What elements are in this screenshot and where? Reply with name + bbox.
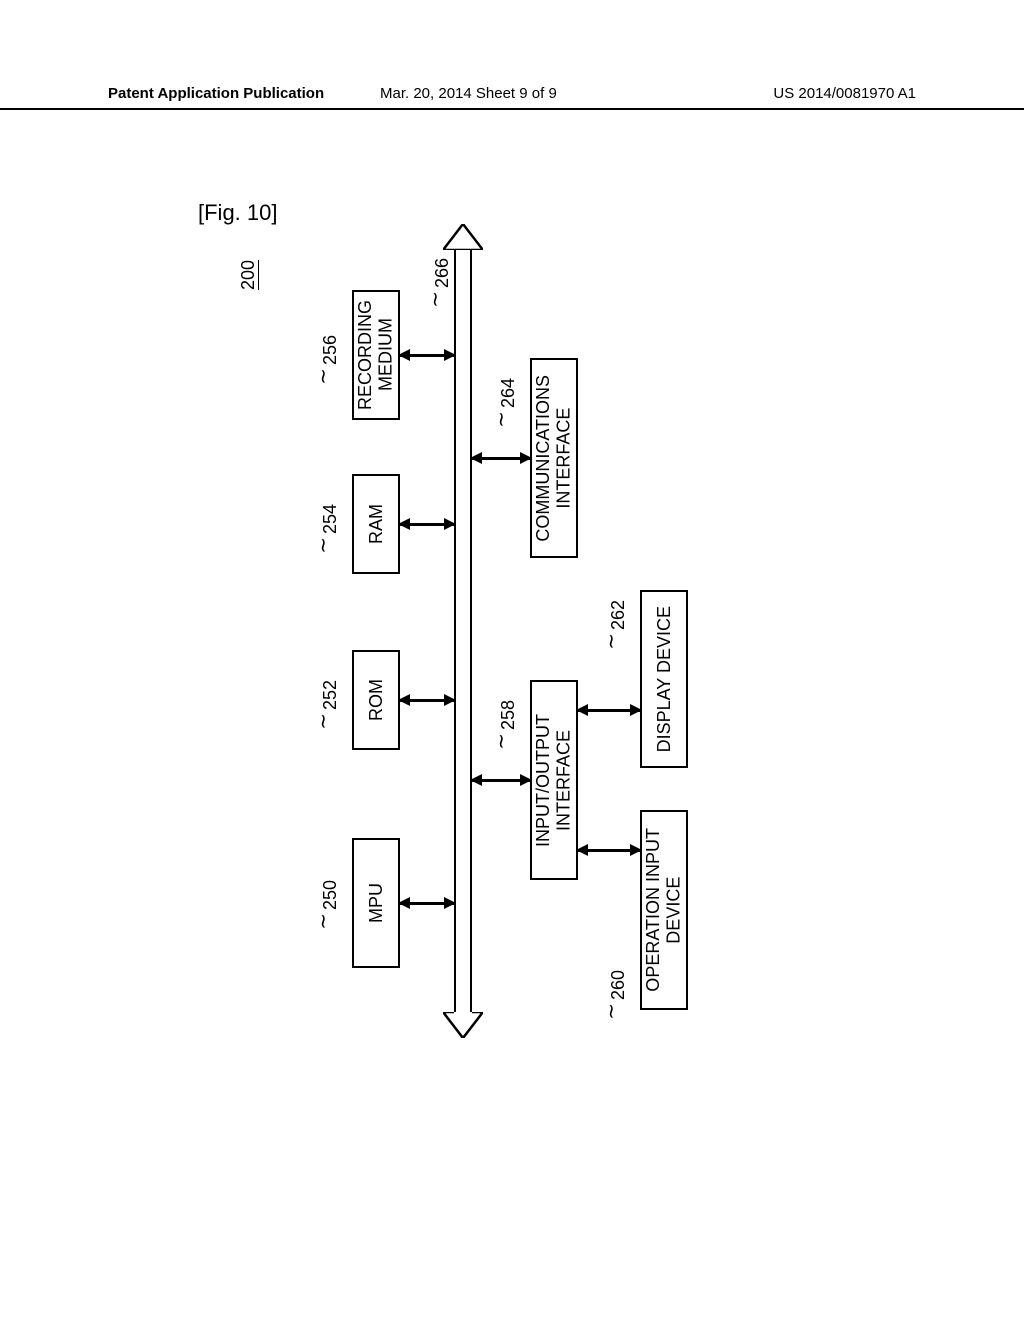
block-mpu: MPU [352, 838, 400, 968]
block-rom-label: ROM [366, 679, 387, 721]
conn-rom-bus-arrow-right-icon [444, 694, 456, 706]
conn-bus-comm-arrow-right-icon [520, 452, 532, 464]
ref-ioif-tilde-icon: ∼ [489, 733, 514, 750]
header-pubnum: US 2014/0081970 A1 [773, 85, 916, 102]
ref-comm-interface: 264 [498, 378, 519, 408]
ref-ram-tilde-icon: ∼ [311, 537, 336, 554]
conn-rec-bus-arrow-right-icon [444, 349, 456, 361]
block-ram: RAM [352, 474, 400, 574]
block-io-interface: INPUT/OUTPUT INTERFACE [530, 680, 578, 880]
system-ref: 200 [238, 260, 259, 290]
conn-ioif-disp-arrow-left-icon [576, 704, 588, 716]
page-header: Patent Application Publication Mar. 20, … [0, 84, 1024, 110]
block-io-interface-label: INPUT/OUTPUT INTERFACE [533, 714, 574, 847]
conn-ioif-disp-arrow-right-icon [630, 704, 642, 716]
ref-opin-tilde-icon: ∼ [599, 1003, 624, 1020]
conn-ram-bus-arrow-right-icon [444, 518, 456, 530]
conn-ram-bus-arrow-left-icon [398, 518, 410, 530]
block-operation-input-device-label: OPERATION INPUT DEVICE [643, 828, 684, 992]
conn-rec-bus-arrow-left-icon [398, 349, 410, 361]
ref-ram: 254 [320, 504, 341, 534]
bus-ref-tilde-icon: ∼ [423, 291, 448, 308]
conn-bus-ioif-arrow-right-icon [520, 774, 532, 786]
conn-ioif-opin-arrow-right-icon [630, 844, 642, 856]
page: Patent Application Publication Mar. 20, … [0, 0, 1024, 1320]
block-display-device: DISPLAY DEVICE [640, 590, 688, 768]
ref-disp-tilde-icon: ∼ [599, 633, 624, 650]
ref-display-device: 262 [608, 600, 629, 630]
block-ram-label: RAM [366, 504, 387, 544]
block-recording-medium-label: RECORDING MEDIUM [355, 300, 396, 410]
ref-rec-tilde-icon: ∼ [311, 368, 336, 385]
conn-mpu-bus-arrow-right-icon [444, 897, 456, 909]
ref-mpu-tilde-icon: ∼ [311, 913, 336, 930]
conn-bus-ioif-arrow-left-icon [470, 774, 482, 786]
bus-mask-top [454, 244, 472, 248]
conn-mpu-bus-arrow-left-icon [398, 897, 410, 909]
ref-rom: 252 [320, 680, 341, 710]
conn-ioif-opin-arrow-left-icon [576, 844, 588, 856]
ref-io-interface: 258 [498, 700, 519, 730]
block-comm-interface-label: COMMUNICATIONS INTERFACE [533, 375, 574, 542]
ref-recording-medium: 256 [320, 335, 341, 365]
conn-rom-bus-arrow-left-icon [398, 694, 410, 706]
bus-mask-bottom [454, 1012, 472, 1018]
ref-mpu: 250 [320, 880, 341, 910]
figure-label: [Fig. 10] [198, 200, 277, 226]
block-rom: ROM [352, 650, 400, 750]
ref-comm-tilde-icon: ∼ [489, 411, 514, 428]
bus-ref: 266 [432, 258, 453, 288]
block-display-device-label: DISPLAY DEVICE [654, 606, 675, 752]
ref-rom-tilde-icon: ∼ [311, 713, 336, 730]
block-mpu-label: MPU [366, 883, 387, 923]
block-comm-interface: COMMUNICATIONS INTERFACE [530, 358, 578, 558]
header-publication: Patent Application Publication [108, 85, 324, 102]
conn-bus-comm-arrow-left-icon [470, 452, 482, 464]
ref-operation-input-device: 260 [608, 970, 629, 1000]
header-date-sheet: Mar. 20, 2014 Sheet 9 of 9 [380, 85, 557, 102]
block-operation-input-device: OPERATION INPUT DEVICE [640, 810, 688, 1010]
block-recording-medium: RECORDING MEDIUM [352, 290, 400, 420]
system-bus [454, 246, 472, 1016]
